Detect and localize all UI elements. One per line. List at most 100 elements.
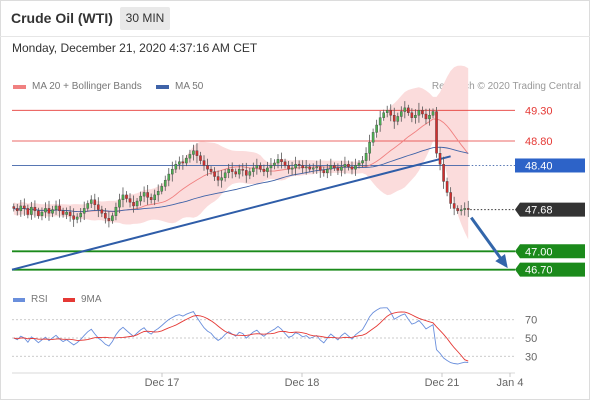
candle-body [188,154,192,159]
candle [213,167,216,182]
candle-body [54,205,58,210]
candle [326,163,329,179]
candle [322,166,326,177]
candle [75,213,79,224]
candle [128,193,132,208]
time-tick-label: Dec 21 [425,377,460,389]
candle [417,102,421,123]
timeframe-badge[interactable]: 30 MIN [120,7,170,30]
candle-body [192,150,195,155]
candle [132,195,135,213]
candle-body [304,166,308,169]
candle-body [244,170,248,176]
candle [371,128,375,146]
candle-body [361,160,364,164]
candle-body [273,162,276,166]
candle-body [414,115,417,118]
candle [234,168,238,178]
legend-rsi: RSI [13,294,48,305]
candle [407,104,410,116]
candle [79,208,82,223]
candle [68,206,72,222]
candle [51,205,54,218]
candle-body [125,194,128,199]
candle [442,156,445,189]
time-tick-label: Jan 4 [497,377,524,389]
candle-body [89,199,93,204]
candle-body [311,167,315,170]
candle [294,156,297,176]
resistance-label: 48.80 [525,136,553,148]
candle-body [389,110,393,116]
research-credit: Research © 2020 Trading Central [431,81,581,92]
candle-body [459,209,463,212]
candle [273,159,276,170]
candle [209,166,213,175]
rsi-line [13,307,469,365]
candle-body [104,213,107,219]
candle [318,159,322,178]
candle-body [336,167,340,171]
candle-body [185,157,188,164]
candle-body [65,211,68,215]
last-price-box [515,202,585,217]
candle-body [51,209,54,214]
candle-body [44,208,47,213]
candle [181,155,185,170]
candle [163,175,167,191]
candle-body [403,107,407,112]
candle [269,158,273,176]
candle [33,200,37,218]
candle-body [12,206,16,209]
candle-body [308,166,311,170]
candle-body [23,205,26,209]
candle-body [156,191,160,196]
time-tick-label: Dec 18 [285,377,320,389]
candle [375,119,378,138]
pivot-label: 48.40 [525,160,553,172]
candle [364,147,368,167]
candle [392,107,396,129]
candle-body [392,115,396,122]
candle-body [255,165,259,169]
candle [466,200,470,218]
candle [347,160,350,171]
candle-body [297,164,301,166]
candle [206,158,209,176]
candle [354,158,357,176]
support-box [515,262,585,277]
candle-body [97,204,100,210]
candle [452,196,456,216]
candle [304,159,308,175]
candle-body [290,167,294,170]
candle-body [139,195,142,202]
candle [220,170,223,188]
candle [37,207,40,219]
candle-body [47,208,51,214]
candle-body [37,210,40,216]
candle-body [82,208,86,214]
candle [280,152,283,169]
candle [47,200,51,221]
time-axis: Dec 17 Dec 18 Dec 21 Jan 4 [12,372,524,389]
pivot-box [515,158,585,173]
candle-body [417,110,421,116]
candle [424,108,428,125]
trendline [11,155,451,271]
candle [241,163,245,177]
candle [89,195,93,209]
candle-body [400,111,403,117]
candle [121,187,125,208]
candle-body [223,172,227,178]
candle-body [378,117,382,126]
candle-body [149,197,153,201]
candle-body [206,165,209,170]
rsi-ma-swatch [63,297,75,302]
candle-body [114,206,118,216]
candle [19,199,23,217]
candle [315,160,319,174]
candle [368,134,371,161]
candle [230,162,234,179]
candle [223,169,227,182]
candle-body [248,171,252,176]
